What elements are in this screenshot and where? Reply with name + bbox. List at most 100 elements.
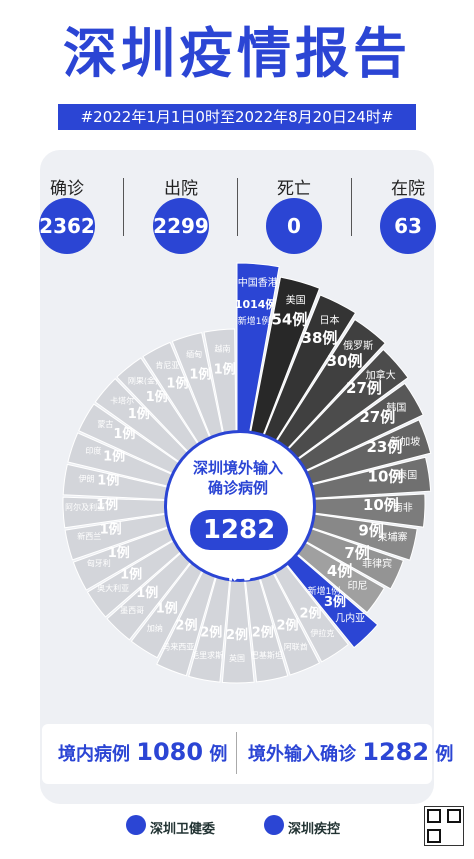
date-range: #2022年1月1日0时至2022年8月20日24时# (58, 104, 416, 130)
local-cases: 境内病例 1080 例 (58, 738, 227, 766)
segment-value-label: 1例 (108, 545, 130, 561)
center-title-line1: 深圳境外输入 (192, 459, 283, 477)
stat-label: 在院 (391, 179, 425, 199)
center-title-line2: 确诊病例 (207, 479, 268, 497)
stat-hospitalized: 在院 (368, 174, 448, 199)
segment-value-label: 1例 (166, 375, 188, 391)
segment-country-label: 几内亚 (335, 612, 365, 625)
imported-cases: 境外输入确诊 1282 例 (248, 738, 453, 766)
imported-cases-value: 1282 (362, 738, 430, 766)
segment-country-label: 越南 (215, 344, 231, 354)
segment-country-label: 柬埔寨 (377, 531, 407, 544)
divider (237, 178, 238, 236)
segment-value-label: 27例 (359, 408, 395, 426)
cdc-logo-icon (264, 815, 284, 835)
segment-country-label: 新加坡 (390, 435, 420, 448)
segment-country-label: 蒙古 (97, 419, 113, 429)
segment-country-label: 匈牙利 (87, 558, 111, 568)
segment-country-label: 南非 (393, 501, 413, 514)
segment-country-label: 加拿大 (366, 369, 396, 382)
segment-country-label: 伊拉克 (310, 628, 334, 638)
segment-value-label: 38例 (302, 329, 338, 347)
segment-country-label: 伊朗 (79, 473, 95, 483)
divider (236, 732, 237, 774)
segment-value-label: 4例 (327, 562, 352, 580)
segment-country-label: 马来西亚 (162, 643, 194, 652)
segment-value-label: 3例 (324, 594, 346, 610)
center-total: 1282例 (190, 510, 288, 585)
segment-country-label: 泰国 (397, 469, 417, 482)
imported-cases-label: 境外输入确诊 (248, 744, 356, 765)
stat-label: 死亡 (277, 179, 311, 199)
segment-value-label: 7例 (344, 544, 369, 562)
segment-value-label: 10例 (363, 496, 399, 514)
segment-value-label: 54例 (271, 311, 307, 329)
segment-note-label: 新增1例 (308, 585, 341, 597)
segment-country-label: 墨西哥 (120, 606, 144, 615)
health-commission-logo-icon (126, 815, 146, 835)
segment-value-label: 1例 (136, 585, 158, 601)
stat-discharged: 出院 (141, 174, 221, 199)
segment-value-label: 30例 (327, 352, 363, 370)
segment-country-label: 美国 (286, 293, 306, 306)
segment-value-label: 1例 (100, 522, 122, 538)
center-ring (164, 430, 316, 582)
footer-org2: 深圳疾控 (288, 822, 341, 837)
segment-value-label: 2例 (200, 625, 222, 641)
local-cases-unit: 例 (209, 744, 228, 765)
segment-value-label: 10例 (368, 468, 404, 486)
segment-country-label: 加纳 (147, 623, 163, 633)
segment-country-label: 奥大利亚 (97, 583, 129, 593)
segment-country-label: 韩国 (386, 401, 406, 414)
segment-value-label: 1例 (128, 406, 150, 422)
segment-country-label: 菲律宾 (362, 557, 392, 570)
segment-country-label: 印尼 (348, 580, 368, 592)
segment-value-label: 1例 (146, 389, 168, 405)
segment-value-label: 2例 (277, 617, 299, 633)
segment-country-label: 阿联酋 (284, 642, 308, 652)
segment-value-label: 2例 (175, 617, 197, 633)
segment-country-label: 新西兰 (77, 531, 101, 541)
segment-value-label: 1例 (156, 600, 178, 616)
segment-country-label: 缅甸 (186, 349, 202, 359)
qr-code-icon (424, 806, 464, 846)
local-cases-label: 境内病例 (58, 744, 130, 765)
segment-country-label: 印度 (85, 445, 101, 455)
segment-value-label: 1例 (113, 426, 135, 442)
center-title: 深圳境外输入 确诊病例 (170, 458, 306, 498)
segment-value-label: 2例 (226, 627, 248, 643)
segment-country-label: 肯尼亚 (155, 360, 179, 370)
segment-country-label: 俄罗斯 (343, 339, 373, 352)
segment-value-label: 1例 (96, 497, 118, 513)
segment-value-label: 1例 (189, 366, 211, 382)
stat-label: 出院 (164, 179, 198, 199)
segment-country-label: 日本 (320, 313, 340, 326)
segment-value-label: 23例 (366, 438, 402, 456)
segment-country-label: 毛里求斯 (191, 650, 223, 660)
stat-value-circle: 63 (380, 198, 436, 254)
segment-value-label: 1例 (97, 472, 119, 488)
summary-box (42, 724, 432, 784)
segment-value-label: 27例 (346, 379, 382, 397)
segment-value-label: 1例 (103, 448, 125, 464)
segment-country-label: 刚果(金) (128, 376, 158, 386)
local-cases-value: 1080 (136, 738, 204, 766)
stat-value-circle: 2362 (39, 198, 95, 254)
segment-value-label: 2例 (300, 605, 322, 621)
segment-country-label: 阿尔及利亚 (65, 502, 105, 512)
segment-country-label: 巴基斯坦 (251, 650, 283, 660)
page-title: 深圳疫情报告 (63, 22, 411, 85)
stat-label: 确诊 (50, 179, 84, 199)
segment-country-label: 英国 (229, 653, 245, 663)
segment-note-label: 新增1例 (238, 315, 271, 327)
stat-value-circle: 2299 (153, 198, 209, 254)
divider (351, 178, 352, 236)
segment-value-label: 9例 (358, 522, 383, 540)
segment-value-label: 1例 (214, 362, 236, 378)
segment-value-label: 1例 (120, 566, 142, 582)
stat-value-circle: 0 (266, 198, 322, 254)
stat-deaths: 死亡 (254, 174, 334, 199)
segment-value-label: 2例 (252, 625, 274, 641)
segment-country-label: 卡塔尔 (110, 395, 134, 405)
divider (123, 178, 124, 236)
